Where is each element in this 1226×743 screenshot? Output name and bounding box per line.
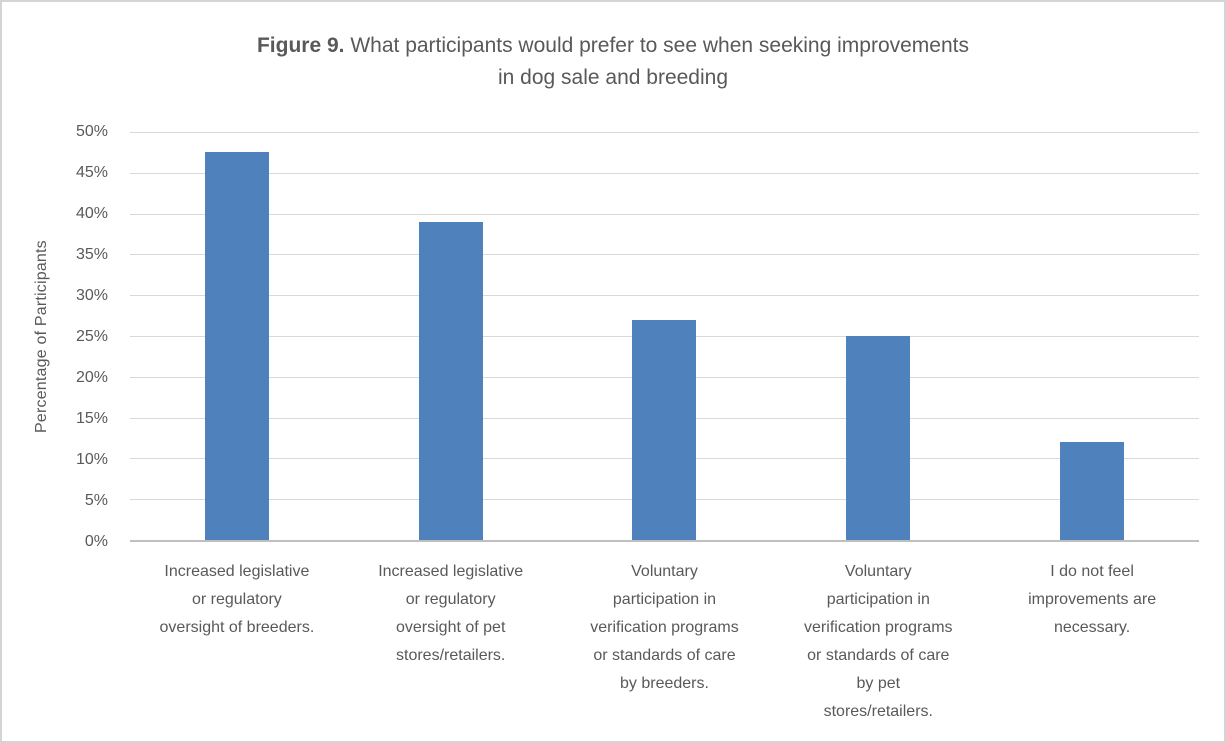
y-axis-tick-label: 40% xyxy=(75,205,108,222)
bar-5 xyxy=(1060,442,1125,540)
bar-slot xyxy=(558,132,772,540)
bar-3 xyxy=(632,319,697,540)
bar-slot xyxy=(985,132,1199,540)
y-axis-tick-label: 35% xyxy=(75,246,108,263)
x-axis-label-5: I do not feel improvements are necessary… xyxy=(1028,563,1157,636)
x-axis-label-2: Increased legislative or regulatory over… xyxy=(378,563,524,664)
plot-area xyxy=(130,132,1199,542)
bar-slot xyxy=(130,132,344,540)
x-axis-label-3: Voluntary participation in verification … xyxy=(590,563,739,692)
gridline xyxy=(130,295,1199,297)
y-axis-tick-label: 5% xyxy=(84,492,108,509)
y-axis-tick-label: 10% xyxy=(75,451,108,468)
gridline xyxy=(130,254,1199,256)
bar-slot xyxy=(344,132,558,540)
bar-slot xyxy=(771,132,985,540)
y-axis-tick-label: 45% xyxy=(75,164,108,181)
bar-2 xyxy=(418,221,483,540)
y-axis-tick-label: 20% xyxy=(75,369,108,386)
x-axis-labels: Increased legislative or regulatory over… xyxy=(130,558,1199,726)
y-axis-ticks: 50% 45% 40% 35% 30% 25% 20% 15% 10% 5% 0% xyxy=(42,124,108,550)
gridline xyxy=(130,172,1199,174)
gridline xyxy=(130,132,1199,133)
bar-1 xyxy=(204,152,269,540)
bar-row xyxy=(130,132,1199,540)
chart-title: Figure 9. What participants would prefer… xyxy=(2,30,1224,94)
x-axis-label-1: Increased legislative or regulatory over… xyxy=(159,563,315,636)
gridline xyxy=(130,213,1199,215)
chart-title-text: What participants would prefer to see wh… xyxy=(350,34,969,89)
x-axis-label-4: Voluntary participation in verification … xyxy=(804,563,953,720)
y-axis-tick-label: 30% xyxy=(75,287,108,304)
y-axis-tick-label: 0% xyxy=(84,533,108,550)
figure-label: Figure 9. xyxy=(256,34,345,57)
bar-4 xyxy=(846,336,911,540)
y-axis-tick-label: 25% xyxy=(75,328,108,345)
y-axis-tick-label: 15% xyxy=(75,410,108,427)
y-axis-tick-label: 50% xyxy=(75,123,108,140)
